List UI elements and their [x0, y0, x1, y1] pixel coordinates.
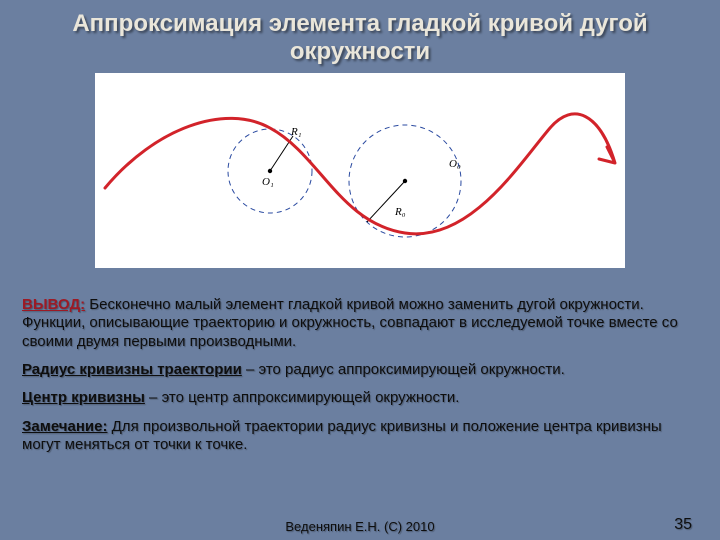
svg-text:O₁: O₁	[262, 176, 274, 188]
conclusion-lead: ВЫВОД:	[22, 296, 85, 313]
center-definition: Центр кривизны – это центр аппроксимирую…	[22, 389, 698, 407]
svg-text:R₁: R₁	[290, 126, 302, 138]
trajectory-curve	[105, 114, 615, 234]
svg-text:R₀: R₀	[394, 206, 406, 218]
diagram: O₁ R₁ O₀ R₀	[95, 73, 625, 268]
conclusion-text: Бесконечно малый элемент гладкой кривой …	[22, 296, 678, 350]
remark-paragraph: Замечание: Для произвольной траектории р…	[22, 418, 698, 455]
slide: Аппроксимация элемента гладкой кривой ду…	[0, 0, 720, 540]
radius-definition: Радиус кривизны траектории – это радиус …	[22, 361, 698, 379]
center-term: Центр кривизны	[22, 389, 145, 406]
remark-lead: Замечание:	[22, 418, 107, 435]
curve-diagram-svg: O₁ R₁ O₀ R₀	[95, 73, 625, 268]
footer-credit: Веденяпин Е.Н. (С) 2010	[0, 519, 720, 534]
conclusion-paragraph: ВЫВОД: Бесконечно малый элемент гладкой …	[22, 296, 698, 351]
page-number: 35	[674, 516, 692, 534]
slide-title: Аппроксимация элемента гладкой кривой ду…	[22, 10, 698, 65]
radius-text: – это радиус аппроксимирующей окружности…	[242, 361, 565, 378]
radius-term: Радиус кривизны траектории	[22, 361, 242, 378]
remark-text: Для произвольной траектории радиус криви…	[22, 418, 662, 453]
center-text: – это центр аппроксимирующей окружности.	[145, 389, 460, 406]
svg-text:O₀: O₀	[449, 158, 461, 170]
